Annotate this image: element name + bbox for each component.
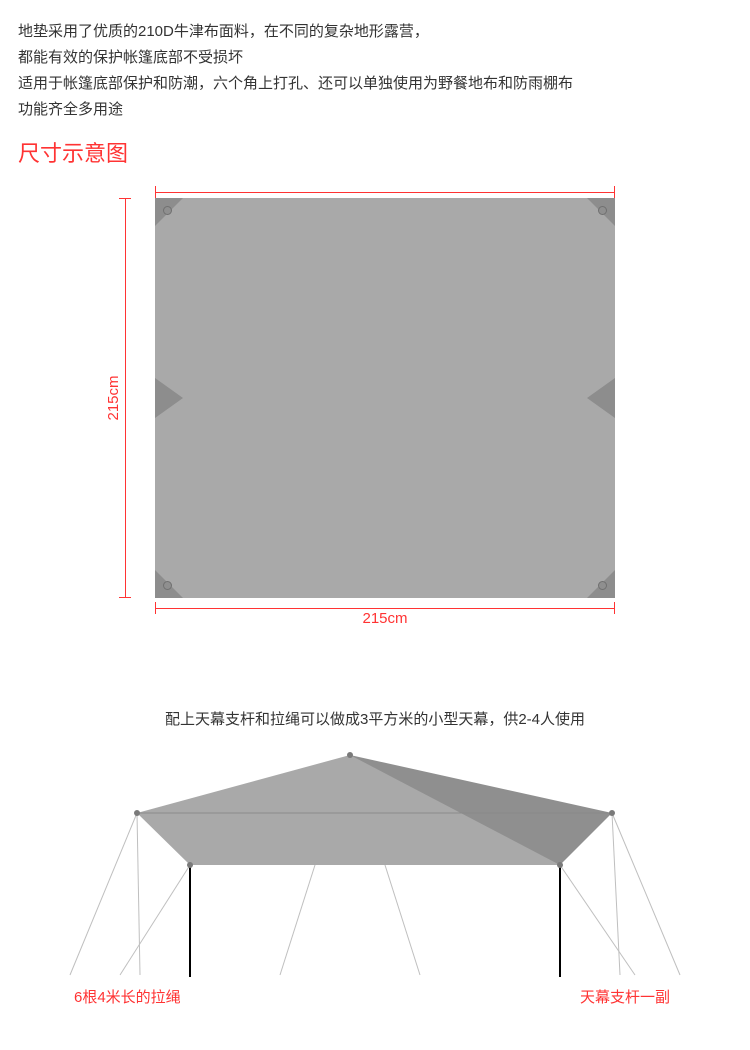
height-label: 215cm: [105, 375, 122, 420]
mat-shape: [155, 198, 615, 598]
grommet-icon: [163, 581, 172, 590]
mat-dimension-diagram: 215cm 215cm: [95, 178, 655, 638]
grommet-icon: [163, 206, 172, 215]
desc-line-3: 适用于帐篷底部保护和防潮，六个角上打孔、还可以单独使用为野餐地布和防雨棚布: [18, 72, 732, 96]
section-title: 尺寸示意图: [18, 136, 732, 168]
rope-label: 6根4米长的拉绳: [74, 986, 181, 1007]
grommet-icon: [598, 581, 607, 590]
left-dim-bracket: 215cm: [95, 198, 131, 598]
desc-line-2: 都能有效的保护帐篷底部不受损坏: [18, 46, 732, 70]
bottom-dim-bracket: 215cm: [155, 604, 615, 630]
width-label: 215cm: [358, 610, 411, 627]
canopy-caption: 配上天幕支杆和拉绳可以做成3平方米的小型天幕，供2-4人使用: [18, 708, 732, 729]
canopy-diagram: 6根4米长的拉绳 天幕支杆一副: [60, 745, 690, 1005]
desc-line-4: 功能齐全多用途: [18, 98, 732, 122]
grommet-icon: [598, 206, 607, 215]
top-dim-bracket: [155, 178, 615, 198]
desc-line-1: 地垫采用了优质的210D牛津布面料，在不同的复杂地形露营，: [18, 20, 732, 44]
pole-label: 天幕支杆一副: [580, 986, 670, 1007]
corner-reinforce-ml: [155, 378, 183, 418]
canopy-svg: [60, 745, 690, 985]
corner-reinforce-mr: [587, 378, 615, 418]
